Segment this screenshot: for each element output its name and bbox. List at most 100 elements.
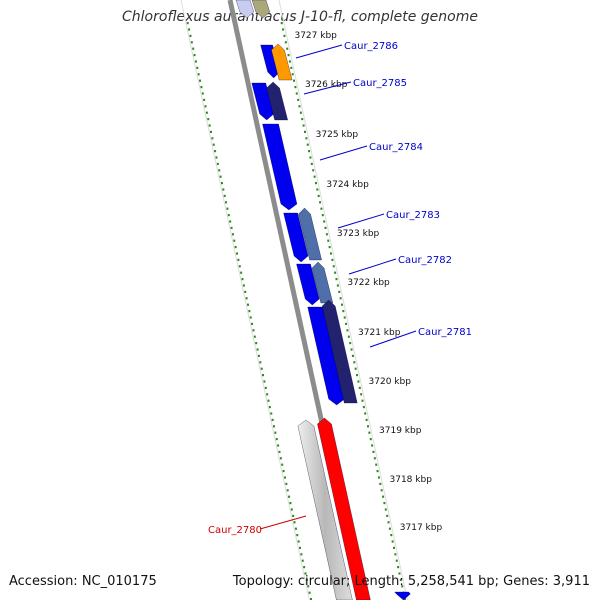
dotted-guide-left	[215, 156, 218, 159]
dotted-guide-right	[369, 438, 372, 441]
dotted-guide-right	[299, 111, 302, 114]
dotted-guide-right	[343, 316, 346, 319]
dotted-guide-left	[262, 374, 265, 377]
dotted-guide-left	[293, 521, 296, 524]
dotted-guide-left	[255, 342, 258, 345]
gene-shape-2781-pair	[307, 306, 345, 406]
dotted-guide-right	[350, 348, 353, 351]
dotted-guide-right	[388, 527, 391, 530]
dotted-guide-left	[252, 329, 255, 332]
dotted-guide-right	[306, 143, 309, 146]
dotted-guide-right	[376, 470, 379, 473]
dotted-guide-left	[294, 527, 297, 530]
dotted-guide-right	[353, 361, 356, 364]
dotted-guide-right	[379, 482, 382, 485]
gene-shape-gray	[297, 419, 353, 600]
dotted-guide-left	[253, 335, 256, 338]
dotted-guide-right	[354, 367, 357, 370]
dotted-guide-left	[223, 194, 226, 197]
gene-shape-top-olive	[251, 0, 271, 19]
dotted-guide-right	[286, 47, 289, 50]
dotted-guide-right	[284, 41, 287, 44]
dotted-guide-right	[316, 188, 319, 191]
dotted-guide-left	[307, 585, 310, 588]
dotted-guide-left	[207, 118, 210, 121]
dotted-guide-left	[197, 73, 200, 76]
dotted-guide-left	[212, 143, 215, 146]
dotted-guide-left	[201, 92, 204, 95]
dotted-guide-right	[387, 521, 390, 524]
dotted-guide-left	[297, 540, 300, 543]
dotted-guide-left	[222, 188, 225, 191]
dotted-guide-left	[245, 297, 248, 300]
dotted-guide-right	[356, 374, 359, 377]
dotted-guide-left	[266, 393, 269, 396]
dotted-guide-right	[305, 137, 308, 140]
dotted-guide-right	[328, 246, 331, 249]
dotted-guide-right	[287, 54, 290, 57]
dotted-guide-left	[188, 28, 191, 31]
dotted-guide-right	[345, 322, 348, 325]
dotted-guide-left	[218, 169, 221, 172]
dotted-guide-left	[190, 41, 193, 44]
scale-tick-label: 3721 kbp	[358, 328, 401, 338]
dotted-guide-right	[398, 572, 401, 575]
dotted-guide-right	[349, 342, 352, 345]
dotted-guide-left	[303, 566, 306, 569]
dotted-guide-left	[267, 399, 270, 402]
gene-label-caur_2786: Caur_2786	[344, 41, 398, 52]
scale-tick-label: 3720 kbp	[369, 377, 412, 387]
gene-label-caur_2780: Caur_2780	[208, 525, 262, 536]
scale-tick-label: 3727 kbp	[294, 31, 337, 41]
dotted-guide-left	[281, 463, 284, 466]
dotted-guide-left	[256, 348, 259, 351]
dotted-guide-right	[327, 239, 330, 242]
dotted-guide-left	[229, 220, 232, 223]
dotted-guide-right	[293, 79, 296, 82]
dotted-guide-left	[233, 239, 236, 242]
dotted-guide-right	[366, 425, 369, 428]
topology-text: Topology: circular; Length: 5,258,541 bp…	[232, 574, 590, 589]
leader-line	[337, 213, 385, 229]
gene-shape-2786-pair	[260, 44, 280, 79]
accession-text: Accession: NC_010175	[9, 574, 157, 589]
dotted-guide-left	[263, 380, 266, 383]
dotted-guide-right	[334, 271, 337, 274]
dotted-guide-left	[244, 290, 247, 293]
dotted-guide-left	[200, 86, 203, 89]
dotted-guide-left	[301, 559, 304, 562]
dotted-guide-right	[377, 476, 380, 479]
dotted-guide-left	[226, 207, 229, 210]
dotted-guide-left	[196, 66, 199, 69]
map-title: Chloroflexus aurantiacus J-10-fl, comple…	[122, 9, 478, 25]
dotted-guide-left	[237, 258, 240, 261]
dotted-guide-right	[397, 566, 400, 569]
gene-shape-2782-pair	[296, 263, 320, 306]
dotted-guide-right	[295, 92, 298, 95]
dotted-guide-left	[208, 124, 211, 127]
dotted-guide-left	[249, 316, 252, 319]
dotted-guide-left	[308, 591, 311, 594]
dotted-guide-right	[330, 252, 333, 255]
dotted-guide-right	[357, 380, 360, 383]
scale-tick-label: 3723 kbp	[337, 229, 380, 239]
leader-line	[259, 515, 307, 530]
dotted-guide-left	[216, 162, 219, 165]
dotted-guide-left	[257, 354, 260, 357]
dotted-guide-left	[214, 150, 217, 153]
dotted-guide-left	[230, 226, 233, 229]
dotted-guide-right	[390, 534, 393, 537]
dotted-guide-right	[364, 412, 367, 415]
gene-label-caur_2782: Caur_2782	[398, 255, 452, 266]
dotted-guide-left	[268, 406, 271, 409]
dotted-guide-left	[285, 482, 288, 485]
dotted-guide-left	[227, 214, 230, 217]
gene-shape-caur_2785	[266, 81, 288, 121]
dotted-guide-left	[219, 175, 222, 178]
dotted-guide-left	[192, 47, 195, 50]
dotted-guide-left	[234, 246, 237, 249]
dotted-guide-left	[282, 470, 285, 473]
dotted-guide-left	[278, 450, 281, 453]
dotted-guide-left	[277, 444, 280, 447]
dotted-guide-right	[308, 150, 311, 153]
